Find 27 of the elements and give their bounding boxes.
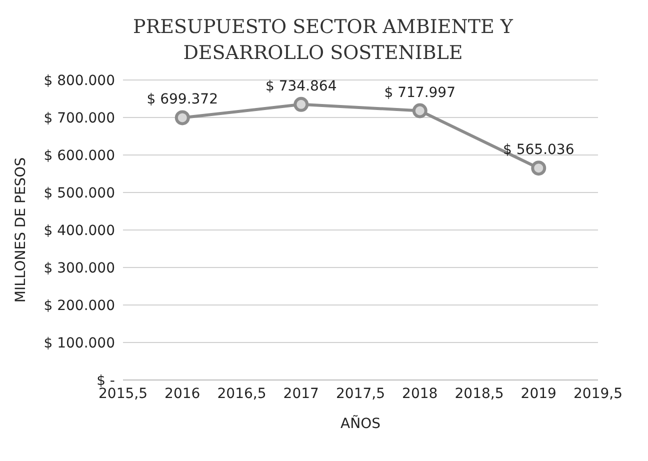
y-tick-label: $ 500.000 bbox=[44, 185, 115, 202]
x-tick-label: 2017,5 bbox=[336, 386, 385, 402]
y-tick-label: $ 400.000 bbox=[44, 222, 115, 239]
x-tick-label: 2018 bbox=[402, 386, 438, 402]
x-tick-label: 2017 bbox=[283, 386, 319, 402]
point bbox=[412, 103, 428, 118]
x-tick-label: 2016,5 bbox=[217, 386, 266, 402]
data-label: $ 734.864 bbox=[265, 78, 337, 94]
x-tick-label: 2019,5 bbox=[574, 386, 622, 402]
x-tick-label: 2016 bbox=[164, 386, 200, 402]
y-tick-label: $ 600.000 bbox=[44, 148, 115, 164]
point bbox=[294, 96, 309, 112]
data-label: $ 699.372 bbox=[146, 92, 218, 108]
chart-title: PRESUPUESTO SECTOR AMBIENTE Y DESARROLLO SOSTENIBLE bbox=[132, 15, 514, 66]
x-tick-label: 2019 bbox=[520, 386, 556, 402]
y-axis-title: MILLONES DE PESOS bbox=[12, 157, 29, 303]
x-axis-title: AÑOS bbox=[340, 415, 381, 432]
y-tick-label: $ 100.000 bbox=[44, 335, 115, 352]
data-label: $ 717.997 bbox=[384, 84, 456, 101]
point bbox=[174, 110, 190, 126]
data-label: $ 565.036 bbox=[502, 142, 574, 158]
y-tick-label: $ 700.000 bbox=[44, 110, 115, 126]
y-tick-label: $ 200.000 bbox=[44, 298, 115, 314]
x-tick-label: 2018,5 bbox=[454, 386, 504, 402]
y-tick-label: $ 800.000 bbox=[44, 72, 115, 89]
y-tick-label: $ 300.000 bbox=[44, 260, 115, 276]
point bbox=[531, 160, 546, 176]
